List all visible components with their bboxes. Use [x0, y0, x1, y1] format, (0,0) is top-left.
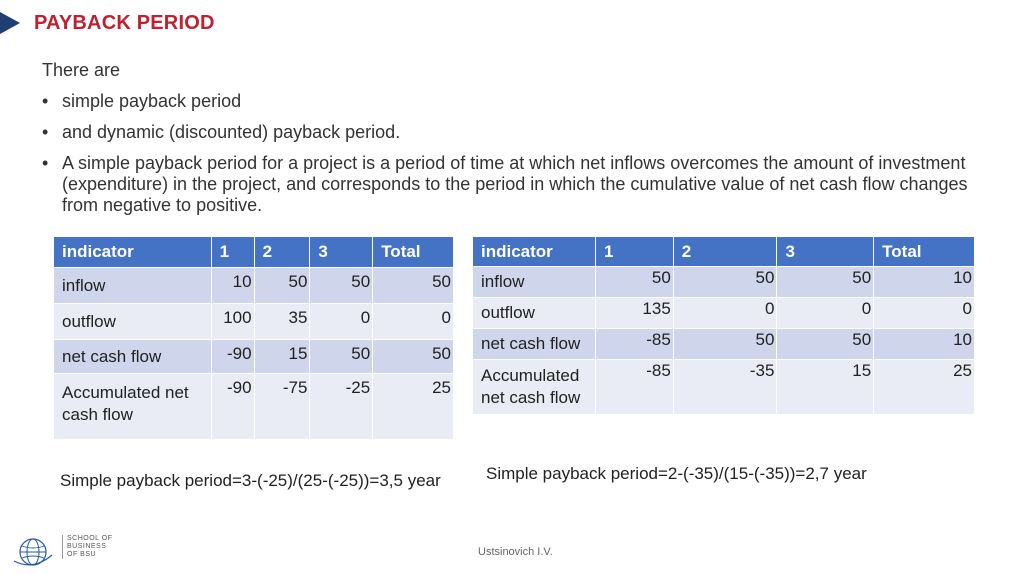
table-header-cell: 1 [594, 236, 674, 267]
payback-formula-1: Simple payback period=3-(-25)/(25-(-25))… [60, 471, 441, 490]
table-header-cell: 3 [309, 236, 374, 268]
table-header-cell: 3 [776, 236, 875, 267]
bullet-item: • A simple payback period for a project i… [42, 153, 968, 215]
table-row: inflow 50 50 50 10 [472, 266, 975, 298]
table-header-cell: indicator [53, 236, 212, 268]
table-cell: net cash flow [472, 328, 596, 360]
table-row: outflow 135 0 0 0 [472, 297, 975, 329]
table-row: outflow 100 35 0 0 [53, 303, 454, 340]
bullet-item: • and dynamic (discounted) payback period… [42, 122, 401, 142]
table-cell: -25 [309, 373, 374, 440]
table-cell: 25 [873, 359, 975, 415]
table-header-row: indicator 1 2 3 Total [472, 236, 975, 267]
table-cell: 50 [672, 328, 778, 360]
table-cell: 135 [594, 297, 674, 329]
table-cell: 50 [372, 339, 454, 374]
table-cell: 10 [873, 328, 975, 360]
table-row: Accumulated net cash flow -90 -75 -25 25 [53, 373, 454, 440]
table-cell: outflow [472, 297, 596, 329]
table-row: Accumulated net cash flow -85 -35 15 25 [472, 359, 975, 415]
table-cell: 50 [672, 266, 778, 298]
table-row: net cash flow -85 50 50 10 [472, 328, 975, 360]
table-cell: -90 [210, 373, 255, 440]
table-header-cell: Total [873, 236, 975, 267]
bullet-icon: • [42, 153, 49, 173]
payback-table-2: indicator 1 2 3 Total inflow 50 50 50 10… [472, 236, 975, 415]
table-header-cell: indicator [472, 236, 596, 267]
title-arrow-icon [0, 12, 20, 34]
table-cell: 0 [776, 297, 875, 329]
table-header-cell: 1 [210, 236, 255, 268]
payback-table-1: indicator 1 2 3 Total inflow 10 50 50 50… [53, 236, 454, 440]
table-cell: Accumulated net cash flow [472, 359, 596, 415]
table-cell: 50 [372, 267, 454, 304]
table-header-cell: 2 [672, 236, 778, 267]
intro-text: There are [42, 60, 121, 80]
table-cell: 50 [594, 266, 674, 298]
table-cell: 50 [776, 328, 875, 360]
table-cell: 0 [873, 297, 975, 329]
table-cell: 10 [873, 266, 975, 298]
table-cell: -35 [672, 359, 778, 415]
table-header-row: indicator 1 2 3 Total [53, 236, 454, 268]
table-cell: 15 [253, 339, 311, 374]
table-row: net cash flow -90 15 50 50 [53, 339, 454, 374]
bullet-item: • simple payback period [42, 91, 242, 111]
table-row: inflow 10 50 50 50 [53, 267, 454, 304]
table-cell: inflow [472, 266, 596, 298]
table-cell: Accumulated net cash flow [53, 373, 212, 440]
table-cell: -85 [594, 359, 674, 415]
table-header-cell: 2 [253, 236, 311, 268]
table-cell: 50 [309, 267, 374, 304]
table-cell: inflow [53, 267, 212, 304]
table-cell: -85 [594, 328, 674, 360]
table-cell: net cash flow [53, 339, 212, 374]
table-cell: -90 [210, 339, 255, 374]
footer-author: Ustsinovich I.V. [478, 546, 553, 558]
school-logo-text: SCHOOL OF BUSINESS OF BSU [62, 535, 112, 559]
table-cell: outflow [53, 303, 212, 340]
table-cell: 0 [672, 297, 778, 329]
globe-logo-icon [13, 538, 53, 566]
bullet-icon: • [42, 91, 49, 111]
table-cell: 15 [776, 359, 875, 415]
table-cell: 0 [372, 303, 454, 340]
table-cell: 0 [309, 303, 374, 340]
table-cell: 50 [309, 339, 374, 374]
body-text: There are • simple payback period • and dy… [42, 60, 982, 226]
table-cell: 25 [372, 373, 454, 440]
table-cell: -75 [253, 373, 311, 440]
table-cell: 50 [253, 267, 311, 304]
slide-title: PAYBACK PERIOD [34, 12, 215, 34]
payback-formula-2: Simple payback period=2-(-35)/(15-(-35))… [486, 464, 867, 483]
table-cell: 35 [253, 303, 311, 340]
bullet-list: • simple payback period • and dynamic (dis… [42, 91, 982, 216]
table-cell: 100 [210, 303, 255, 340]
bullet-icon: • [42, 122, 49, 142]
table-header-cell: Total [372, 236, 454, 268]
table-cell: 50 [776, 266, 875, 298]
table-cell: 10 [210, 267, 255, 304]
